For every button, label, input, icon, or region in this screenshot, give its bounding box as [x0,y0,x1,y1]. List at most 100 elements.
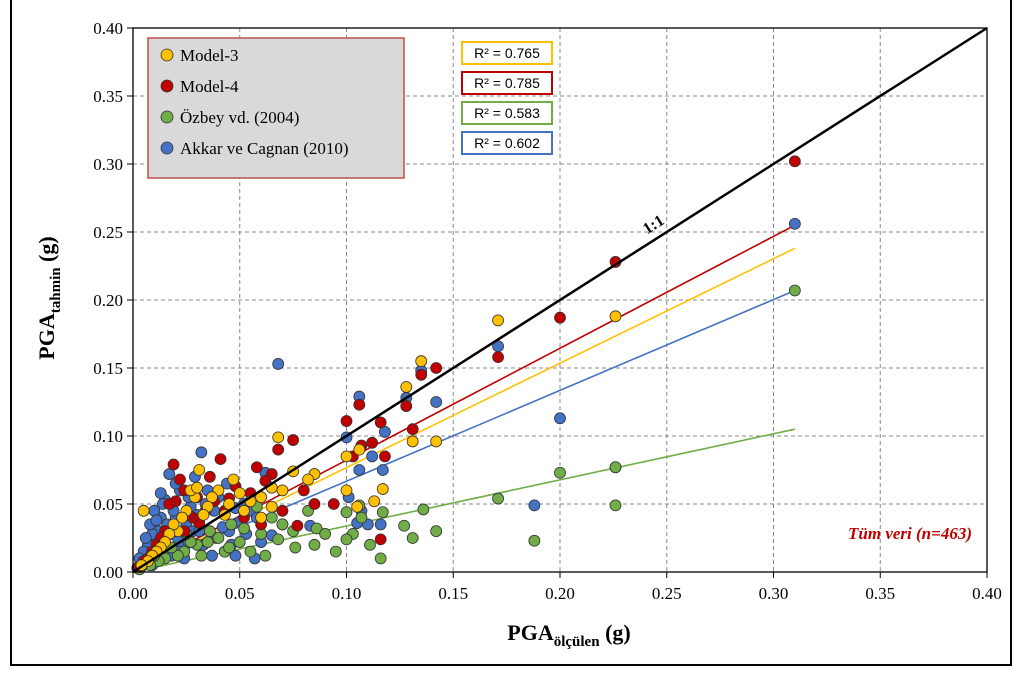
point-zbey-vd-2004 [265,511,278,524]
point-model-4 [203,470,216,483]
point-zbey-vd-2004 [319,528,332,540]
point-model-4 [308,498,321,510]
point-zbey-vd-2004 [244,545,257,558]
point-zbey-vd-2004 [340,533,353,546]
point-model-4 [374,533,387,546]
point-akkar-ve-cagnan-2010 [139,532,152,544]
point-model-3 [430,435,443,448]
point-zbey-vd-2004 [272,533,285,546]
scatter-chart: 0.00 0.05 0.10 0.15 0.20 0.25 0.30 0.35 0.40 0.00… [34,19,1002,650]
point-zbey-vd-2004 [430,525,443,538]
point-model-4 [297,484,310,497]
point-model-3 [238,504,250,517]
point-model-4 [287,434,300,446]
y-axis-title-sub: tahmin [48,267,64,314]
point-model-3 [265,500,278,513]
x-axis-title-unit: (g) [600,620,631,645]
x-tick-label: 0.05 [225,584,255,603]
tick-labels: 0.00 0.05 0.10 0.15 0.20 0.25 0.30 0.35 0.40 0.00… [93,19,1002,603]
point-model-4 [291,519,304,532]
point-model-3 [255,511,268,524]
point-zbey-vd-2004 [364,538,376,551]
point-model-4 [167,458,180,471]
point-model-3 [193,464,206,476]
x-tick-label: 0.10 [332,584,362,603]
point-zbey-vd-2004 [376,506,389,519]
point-akkar-ve-cagnan-2010 [366,450,379,463]
legend-marker-zbey-vd-2004 [160,110,174,124]
point-model-3 [376,483,389,495]
y-tick-label: 0.05 [93,495,123,514]
point-model-4 [272,443,285,456]
point-zbey-vd-2004 [609,499,622,512]
point-akkar-ve-cagnan-2010 [154,487,167,500]
point-zbey-vd-2004 [554,466,566,479]
point-zbey-vd-2004 [212,532,225,544]
point-akkar-ve-cagnan-2010 [195,446,208,459]
x-tick-label: 0.00 [118,584,148,603]
point-model-4 [163,498,176,510]
legend-label-model-4: Model-4 [180,77,239,96]
y-tick-label: 0.15 [93,359,123,378]
point-zbey-vd-2004 [609,461,622,474]
r2-labels: R² = 0.765 R² = 0.785 R² = 0.583 R² = 0.602 [461,41,553,155]
point-zbey-vd-2004 [259,549,272,562]
point-zbey-vd-2004 [223,541,235,554]
point-model-4 [366,436,379,449]
x-tick-label: 0.25 [652,584,682,603]
y-tick-label: 0.00 [93,563,123,582]
r2-box-model-4 [461,71,553,95]
legend-marker-akkar-ve-cagnan-2010 [160,141,174,155]
chart-frame: 0.00 0.05 0.10 0.15 0.20 0.25 0.30 0.35 0.40 0.00… [10,0,1012,666]
point-zbey-vd-2004 [289,541,302,554]
r2-label-model-3: R² = 0.765 [474,45,540,61]
data-points [131,155,801,576]
point-model-4 [406,423,419,436]
point-akkar-ve-cagnan-2010 [229,549,242,562]
x-tick-label: 0.40 [972,584,1002,603]
point-model-3 [368,495,381,508]
legend-label-model-3: Model-3 [180,46,239,65]
point-akkar-ve-cagnan-2010 [788,217,801,230]
point-zbey-vd-2004 [308,538,321,551]
r2-label-zbey-vd-2004: R² = 0.583 [474,105,540,121]
y-tick-label: 0.40 [93,19,123,38]
point-model-3 [351,500,364,513]
point-akkar-ve-cagnan-2010 [272,358,285,370]
point-model-4 [340,415,353,427]
legend: Model-3 Model-4 Özbey vd. (2004) Akkar ve C… [147,37,405,179]
legend-marker-model-4 [160,79,174,93]
point-zbey-vd-2004 [340,506,353,519]
point-model-3 [415,355,428,368]
x-tick-label: 0.20 [545,584,575,603]
point-zbey-vd-2004 [233,536,246,548]
point-model-3 [137,504,150,517]
point-model-3 [609,310,622,323]
point-model-4 [430,362,443,374]
r2-box-model-3 [461,41,553,65]
y-tick-label: 0.30 [93,155,123,174]
plot-border [132,27,988,573]
point-model-3 [353,443,366,456]
legend-label-zbey-vd-2004: Özbey vd. (2004) [180,108,299,127]
point-akkar-ve-cagnan-2010 [206,549,218,562]
point-model-3 [176,511,189,524]
point-model-3 [233,487,246,500]
legend-label-akkar-ve-cagnan-2010: Akkar ve Cagnan (2010) [180,139,349,158]
y-tick-label: 0.25 [93,223,123,242]
x-axis-title: PGAölçülen (g) [507,620,630,650]
point-zbey-vd-2004 [417,503,430,516]
point-zbey-vd-2004 [528,534,541,547]
point-zbey-vd-2004 [355,511,368,524]
legend-box [147,37,405,179]
point-model-4 [327,498,340,510]
point-akkar-ve-cagnan-2010 [554,412,566,425]
point-model-4 [379,450,391,463]
point-zbey-vd-2004 [201,536,214,548]
point-zbey-vd-2004 [171,549,184,562]
point-model-3 [272,431,285,444]
point-zbey-vd-2004 [195,549,208,562]
point-zbey-vd-2004 [329,545,342,558]
y-tick-label: 0.20 [93,291,123,310]
point-zbey-vd-2004 [276,518,289,531]
